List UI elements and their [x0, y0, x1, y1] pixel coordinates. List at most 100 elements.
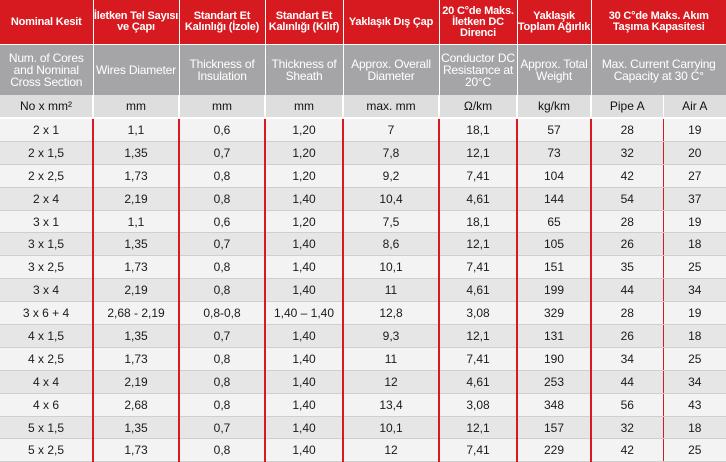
unit-pipe: Pipe A: [591, 95, 664, 119]
cell-pipe: 42: [591, 438, 664, 462]
col-header-en-weight: Approx. Total Weight: [517, 44, 592, 95]
cell-sheath: 1,20: [265, 210, 344, 234]
cell-weight: 65: [517, 210, 592, 234]
units-row: No x mm² mm mm mm max. mm Ω/km kg/km Pip…: [0, 95, 726, 119]
cell-wires: 2,19: [93, 370, 180, 394]
cell-wires: 1,35: [93, 141, 180, 165]
cell-diameter: 12: [343, 370, 440, 394]
col-header-en-wires: Wires Diameter: [93, 44, 180, 95]
cell-diameter: 7,5: [343, 210, 440, 234]
cell-wires: 2,68: [93, 393, 180, 417]
col-header-tr-sheath: Standart Et Kalınlığı (Kılıf): [265, 0, 344, 45]
cell-air: 19: [663, 210, 726, 234]
cell-insulation: 0,8: [179, 438, 266, 462]
cell-pipe: 28: [591, 301, 664, 326]
cell-resistance: 3,08: [439, 301, 518, 326]
cell-section: 3 x 1,5: [0, 232, 94, 257]
cell-air: 19: [663, 118, 726, 142]
col-header-en-capacity: Max. Current Carrying Capacity at 30 C°: [591, 44, 726, 95]
table-row: 3 x 2,5 1,73 0,8 1,40 10,1 7,41 151 35 25: [0, 255, 726, 280]
cell-pipe: 26: [591, 232, 664, 257]
cell-section: 4 x 2,5: [0, 347, 94, 371]
col-header-tr-section: Nominal Kesit: [0, 0, 94, 45]
cell-resistance: 12,1: [439, 324, 518, 348]
cell-wires: 1,1: [93, 210, 180, 234]
col-header-en-diameter: Approx. Overall Diameter: [343, 44, 440, 95]
cell-weight: 199: [517, 278, 592, 303]
cell-section: 2 x 1: [0, 118, 94, 142]
cell-section: 3 x 4: [0, 278, 94, 303]
table-row: 4 x 6 2,68 0,8 1,40 13,4 3,08 348 56 43: [0, 393, 726, 417]
cell-weight: 253: [517, 370, 592, 394]
cell-insulation: 0,7: [179, 324, 266, 348]
cell-wires: 1,35: [93, 416, 180, 440]
col-header-en-sheath: Thickness of Sheath: [265, 44, 344, 95]
cell-wires: 1,1: [93, 118, 180, 142]
cell-sheath: 1,40: [265, 232, 344, 257]
cell-section: 3 x 1: [0, 210, 94, 234]
cell-air: 43: [663, 393, 726, 417]
cell-pipe: 42: [591, 164, 664, 188]
table-row: 3 x 6 + 4 2,68 - 2,19 0,8-0,8 1,40 – 1,40 12…: [0, 301, 726, 326]
cell-air: 34: [663, 278, 726, 303]
cell-wires: 1,73: [93, 255, 180, 280]
table-body: 2 x 1 1,1 0,6 1,20 7 18,1 57 28 19 2 x 1,5 1,35 0,7…: [0, 118, 726, 462]
cell-insulation: 0,8-0,8: [179, 301, 266, 326]
table-row: 3 x 1,5 1,35 0,7 1,40 8,6 12,1 105 26 18: [0, 232, 726, 257]
cell-weight: 104: [517, 164, 592, 188]
cell-resistance: 12,1: [439, 416, 518, 440]
cell-weight: 348: [517, 393, 592, 417]
cell-air: 18: [663, 324, 726, 348]
cell-sheath: 1,40: [265, 370, 344, 394]
cell-insulation: 0,8: [179, 255, 266, 280]
col-header-tr-resistance: 20 C°de Maks. İletken DC Direnci: [439, 0, 518, 45]
cell-diameter: 9,2: [343, 164, 440, 188]
cell-diameter: 11: [343, 347, 440, 371]
cell-pipe: 44: [591, 278, 664, 303]
cell-air: 27: [663, 164, 726, 188]
cell-pipe: 35: [591, 255, 664, 280]
cell-sheath: 1,20: [265, 141, 344, 165]
unit-insulation: mm: [179, 95, 266, 119]
table-row: 4 x 4 2,19 0,8 1,40 12 4,61 253 44 34: [0, 370, 726, 394]
cell-insulation: 0,7: [179, 416, 266, 440]
cell-section: 4 x 4: [0, 370, 94, 394]
cell-weight: 229: [517, 438, 592, 462]
col-header-tr-wires: İletken Tel Sayısı ve Çapı: [93, 0, 180, 45]
cell-resistance: 12,1: [439, 141, 518, 165]
cell-diameter: 12: [343, 438, 440, 462]
cell-air: 18: [663, 232, 726, 257]
col-header-tr-capacity: 30 C°de Maks. Akım Taşıma Kapasitesi: [591, 0, 726, 45]
unit-air: Air A: [663, 95, 726, 119]
unit-weight: kg/km: [517, 95, 592, 119]
cell-insulation: 0,8: [179, 347, 266, 371]
cell-resistance: 7,41: [439, 438, 518, 462]
cell-sheath: 1,40: [265, 416, 344, 440]
cell-wires: 1,73: [93, 164, 180, 188]
cell-sheath: 1,40: [265, 187, 344, 211]
cell-sheath: 1,40: [265, 278, 344, 303]
cell-insulation: 0,7: [179, 141, 266, 165]
table-row: 2 x 2,5 1,73 0,8 1,20 9,2 7,41 104 42 27: [0, 164, 726, 188]
cell-insulation: 0,8: [179, 278, 266, 303]
table-row: 5 x 2,5 1,73 0,8 1,40 12 7,41 229 42 25: [0, 438, 726, 462]
cell-resistance: 7,41: [439, 255, 518, 280]
cell-resistance: 3,08: [439, 393, 518, 417]
cell-section: 2 x 2,5: [0, 164, 94, 188]
cell-diameter: 10,1: [343, 416, 440, 440]
cell-sheath: 1,40: [265, 255, 344, 280]
cell-weight: 329: [517, 301, 592, 326]
cell-resistance: 4,61: [439, 370, 518, 394]
cell-pipe: 32: [591, 416, 664, 440]
table-row: 2 x 4 2,19 0,8 1,40 10,4 4,61 144 54 37: [0, 187, 726, 211]
table-row: 3 x 4 2,19 0,8 1,40 11 4,61 199 44 34: [0, 278, 726, 303]
cell-wires: 2,19: [93, 187, 180, 211]
cell-diameter: 9,3: [343, 324, 440, 348]
cell-insulation: 0,7: [179, 232, 266, 257]
cell-resistance: 7,41: [439, 347, 518, 371]
cell-resistance: 18,1: [439, 118, 518, 142]
cell-pipe: 54: [591, 187, 664, 211]
cell-weight: 105: [517, 232, 592, 257]
table-row: 3 x 1 1,1 0,6 1,20 7,5 18,1 65 28 19: [0, 210, 726, 234]
cell-sheath: 1,40: [265, 347, 344, 371]
